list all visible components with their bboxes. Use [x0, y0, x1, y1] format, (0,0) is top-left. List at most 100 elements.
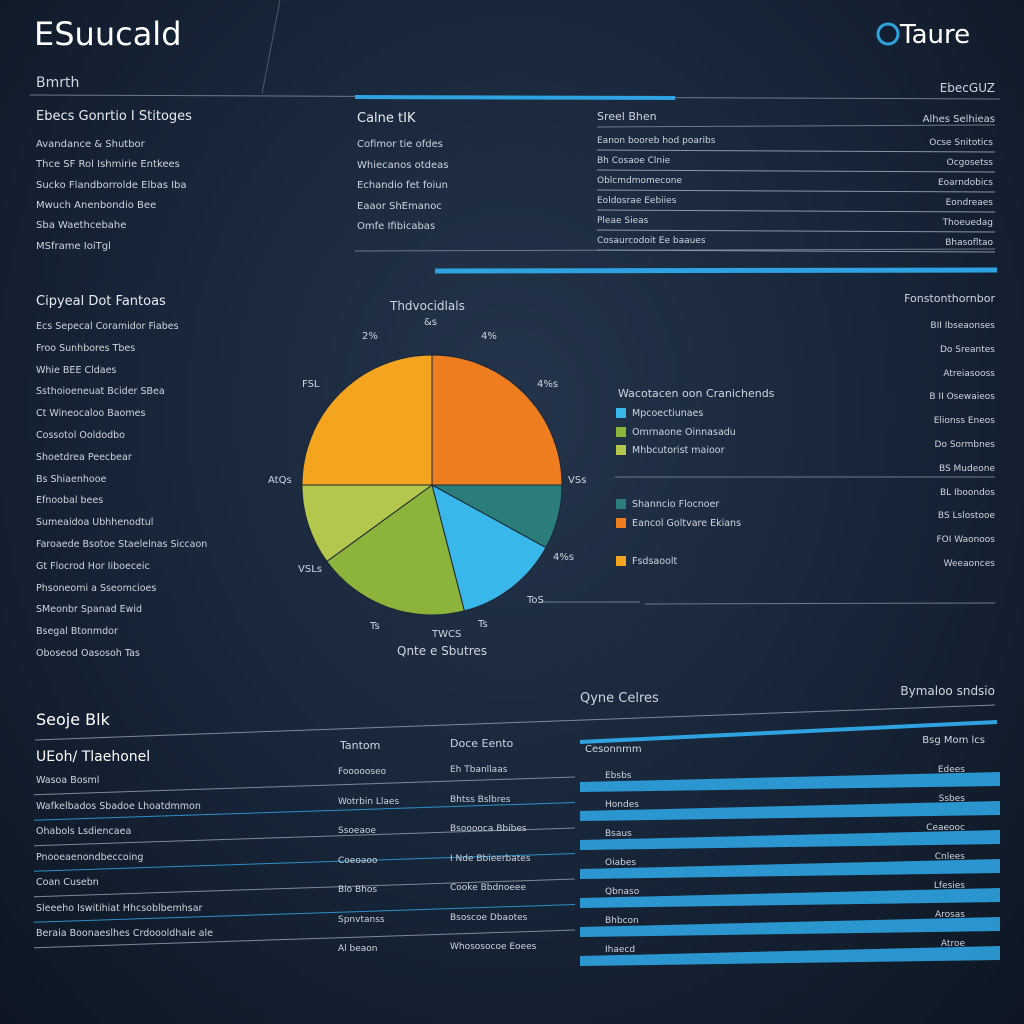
divider	[34, 704, 996, 741]
list-item: Pnooeaenondbeccoing	[36, 851, 144, 863]
list-item: MSframe IoiTgl	[36, 240, 111, 252]
list-item: Do Sormbnes	[934, 440, 995, 450]
list-item: Cofimor tie ofdes	[357, 139, 443, 150]
list-item: Mwuch Anenbondio Bee	[36, 199, 157, 211]
divider	[33, 776, 576, 796]
list-item: Coan Cusebn	[36, 877, 99, 888]
pie-annotation: VSs	[568, 475, 587, 486]
divider	[33, 853, 576, 872]
list-item: Sumeaidoa Ubhhenodtul	[36, 517, 154, 529]
heading: Sreel Bhen	[597, 110, 657, 123]
column-header: Cesonnmm	[585, 744, 642, 755]
chart-caption: Qnte e Sbutres	[397, 644, 487, 658]
heading: Ebecs Gonrtio I Stitoges	[36, 109, 192, 124]
stripe	[580, 859, 1000, 879]
list-item: BII Ibseaonses	[930, 321, 995, 331]
legend-entry: Mhbcutorist maioor	[632, 445, 725, 456]
table-cell: Spnvtanss	[338, 914, 385, 925]
divider	[596, 209, 996, 213]
table-cell: Eoarndobics	[937, 178, 993, 188]
legend-swatch	[616, 427, 626, 437]
row-label: Bhbcon	[605, 916, 639, 926]
pie-annotation: ToS	[527, 595, 544, 606]
pie-slice	[431, 354, 563, 486]
row-value: Cnlees	[934, 852, 965, 862]
stripe	[580, 801, 1000, 821]
heading: Seoje Blk	[36, 710, 110, 729]
table-cell: Bsoscoe Dbaotes	[450, 912, 528, 923]
divider	[596, 229, 996, 233]
stripe	[580, 888, 1000, 908]
pie-slice	[326, 484, 465, 616]
pie-annotation: Ts	[478, 619, 488, 630]
list-item: FOI Waonoos	[936, 535, 995, 546]
list-item: Gt Flocrod Hor Iiboeceic	[36, 560, 150, 572]
table-cell: Bhtss Bslbres	[450, 794, 511, 805]
legend-swatch	[616, 556, 626, 566]
table-cell: Bhasofltao	[945, 238, 993, 248]
table-cell: Foooooseo	[338, 767, 387, 777]
list-item: Atreiasooss	[943, 368, 995, 379]
column-header: Tantom	[340, 739, 381, 752]
pie-annotation: Ts	[370, 621, 380, 632]
list-item: Ohabols Lsdiencaea	[36, 826, 132, 837]
row-value: Edees	[937, 765, 965, 775]
divider	[261, 0, 281, 95]
list-item: Ct Wineocaloo Baomes	[36, 408, 146, 420]
list-item: Thce SF Rol Ishmirie Entkees	[36, 159, 180, 171]
list-item: Whie BEE Cldaes	[36, 364, 117, 376]
list-item: Do Sreantes	[939, 344, 995, 355]
heading: Qyne Celres	[580, 691, 659, 706]
subheading: UEoh/ Tlaehonel	[36, 749, 151, 765]
list-item: Whiecanos otdeas	[357, 159, 449, 171]
row-label: Ihaecd	[605, 945, 636, 955]
row-label: Qbnaso	[605, 887, 640, 897]
legend-entry: Eancol Goltvare Ekians	[632, 518, 742, 529]
list-item: B II Osewaieos	[929, 392, 995, 403]
table-cell: Thoeuedag	[942, 218, 993, 228]
divider	[596, 124, 996, 128]
legend-swatch	[616, 499, 626, 509]
heading: Fonstonthornbor	[904, 292, 995, 305]
table-cell: Bsooooca Bbibes	[450, 824, 527, 834]
table-cell: Coeoaoo	[338, 855, 378, 866]
pie-annotation: VSLs	[298, 564, 322, 575]
legend-entry: Fsdsaoolt	[632, 556, 678, 567]
list-item: BS Mudeone	[938, 463, 995, 474]
row-label: Ebsbs	[605, 771, 632, 781]
stripe	[580, 946, 1000, 966]
table-cell: Cooke Bbdnoeee	[450, 883, 527, 893]
divider	[33, 802, 576, 821]
list-item: Eaaor ShEmanoc	[357, 200, 442, 212]
table-cell: Wotrbin Llaes	[338, 796, 400, 807]
divider	[33, 929, 576, 949]
list-item: Ecs Sepecal Coramidor Fiabes	[36, 321, 179, 332]
top-right-label: EbecGUZ	[939, 81, 995, 95]
heading: Calne tIK	[357, 111, 416, 126]
table-cell: Oblcmdmomecone	[597, 176, 682, 186]
legend-swatch	[616, 408, 626, 418]
list-item: Beraia Boonaeslhes Crdoooldhaie ale	[36, 928, 213, 939]
divider	[33, 904, 576, 923]
pie-annotation: FSL	[302, 379, 320, 390]
legend-entry: Omrnaone Oinnasadu	[632, 427, 736, 438]
stripe	[580, 772, 1000, 792]
list-item: Echandio fet foiun	[357, 180, 448, 191]
row-label: Hondes	[605, 800, 639, 810]
row-value: Ssbes	[938, 794, 965, 804]
divider	[33, 878, 576, 898]
list-item: BS Lslostooe	[937, 511, 995, 522]
stripe	[580, 917, 1000, 937]
table-cell: Eh Tbanllaas	[450, 765, 508, 775]
list-item: Bs Shiaenhooe	[36, 473, 107, 485]
list-item: Omfe Ifibicabas	[357, 221, 436, 232]
pie-annotation: 4%s	[537, 379, 559, 390]
list-item: Bsegal Btonmdor	[36, 626, 118, 638]
list-item: Cossotol Ooldodbo	[36, 430, 125, 441]
list-item: Sleeeho Iswitihiat Hhcsoblbemhsar	[36, 902, 203, 914]
table-cell: I Nde Bbieerbates	[450, 853, 531, 864]
list-item: Avandance & Shutbor	[36, 139, 145, 150]
table-cell: Ocse Snitotics	[929, 138, 993, 148]
pie-annotation: TWCS	[432, 629, 462, 640]
